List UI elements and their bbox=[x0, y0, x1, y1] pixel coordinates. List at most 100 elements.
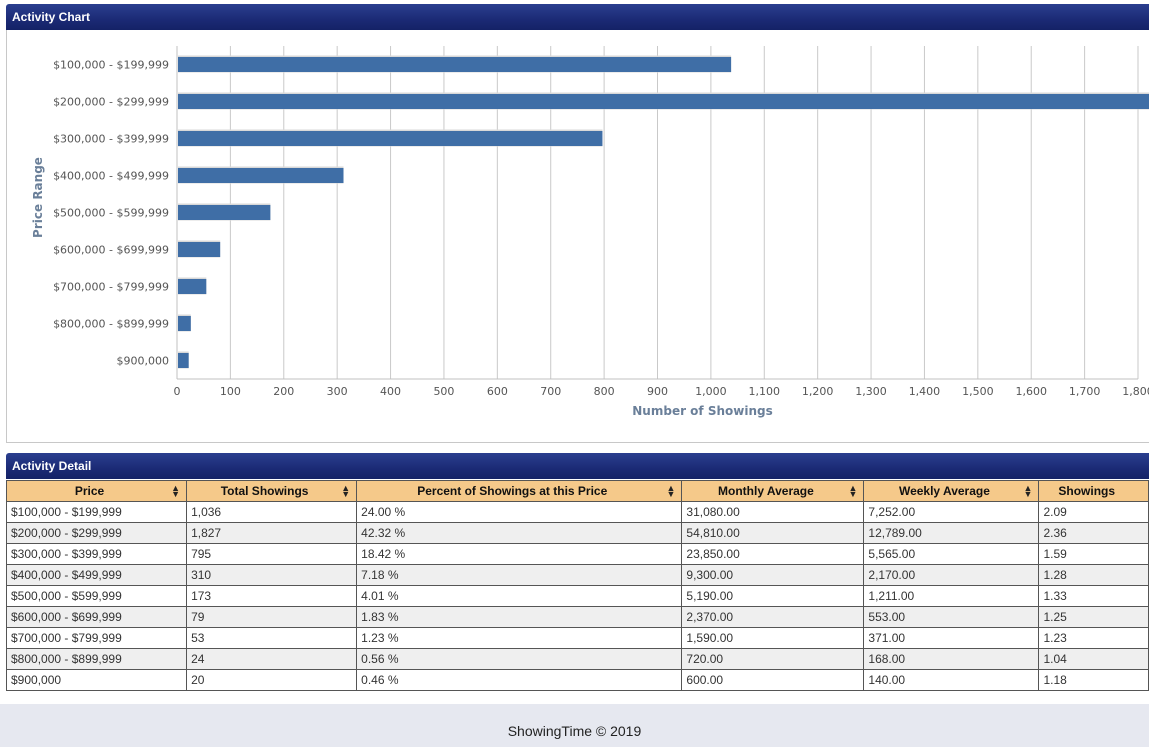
table-cell: 1.04 bbox=[1038, 648, 1149, 670]
table-cell: 31,080.00 bbox=[681, 501, 865, 523]
sort-icon: ▲ ▼ bbox=[171, 483, 181, 499]
table-row: $600,000 - $699,999 79 1.83 % 2,370.00 553.0… bbox=[5, 606, 1149, 628]
activity-detail-title: Activity Detail bbox=[12, 459, 92, 473]
x-tick-label: 200 bbox=[273, 385, 294, 398]
y-axis-title: Price Range bbox=[31, 157, 45, 238]
table-cell: $500,000 - $599,999 bbox=[5, 585, 188, 607]
table-cell: 1,590.00 bbox=[681, 627, 865, 649]
table-cell: 720.00 bbox=[681, 648, 865, 670]
x-tick-label: 1,500 bbox=[962, 385, 994, 398]
table-cell: 1,036 bbox=[186, 501, 358, 523]
table-cell: 7.18 % bbox=[356, 564, 683, 586]
table-cell: 1,211.00 bbox=[863, 585, 1040, 607]
x-tick-label: 800 bbox=[594, 385, 615, 398]
table-cell: 1.83 % bbox=[356, 606, 683, 628]
bar bbox=[178, 279, 207, 294]
footer: ShowingTime © 2019 bbox=[0, 704, 1149, 747]
column-header-weekly-average[interactable]: Weekly Average ▲ ▼ bbox=[863, 480, 1040, 502]
table-cell: 9,300.00 bbox=[681, 564, 865, 586]
table-cell: 2.36 bbox=[1038, 522, 1149, 544]
activity-chart-title: Activity Chart bbox=[12, 10, 91, 24]
table-row: $400,000 - $499,999 310 7.18 % 9,300.00 2,17… bbox=[5, 564, 1149, 586]
table-cell: $100,000 - $199,999 bbox=[5, 501, 188, 523]
column-header-price[interactable]: Price ▲ ▼ bbox=[5, 480, 188, 502]
table-cell: 553.00 bbox=[863, 606, 1040, 628]
column-header-label: Price bbox=[74, 484, 105, 498]
column-header-showings[interactable]: Showings bbox=[1038, 480, 1149, 502]
table-cell: 12,789.00 bbox=[863, 522, 1040, 544]
x-axis-title: Number of Showings bbox=[632, 404, 772, 418]
x-tick-label: 1,800 bbox=[1122, 385, 1149, 398]
column-header-total-showings[interactable]: Total Showings ▲ ▼ bbox=[186, 480, 358, 502]
table-cell: 2.09 bbox=[1038, 501, 1149, 523]
category-label: $100,000 - $199,999 bbox=[53, 59, 169, 72]
table-body: $100,000 - $199,999 1,036 24.00 % 31,080.00… bbox=[5, 501, 1149, 691]
activity-chart-panel: $100,000 - $199,999 $200,000 - $299,999 $3… bbox=[6, 30, 1149, 443]
sort-icon: ▲ ▼ bbox=[848, 483, 858, 499]
bar bbox=[178, 242, 221, 257]
table-cell: 1.23 % bbox=[356, 627, 683, 649]
table-cell: 24.00 % bbox=[356, 501, 683, 523]
x-tick-label: 100 bbox=[220, 385, 241, 398]
table-cell: 371.00 bbox=[863, 627, 1040, 649]
bar bbox=[178, 316, 191, 331]
table-cell: 310 bbox=[186, 564, 358, 586]
activity-chart: $100,000 - $199,999 $200,000 - $299,999 $3… bbox=[31, 46, 1149, 418]
table-row: $800,000 - $899,999 24 0.56 % 720.00 168.00 1… bbox=[5, 648, 1149, 670]
category-label: $400,000 - $499,999 bbox=[53, 170, 169, 183]
category-label: $200,000 - $299,999 bbox=[53, 96, 169, 109]
column-header-monthly-average[interactable]: Monthly Average ▲ ▼ bbox=[681, 480, 865, 502]
table-cell: $200,000 - $299,999 bbox=[5, 522, 188, 544]
table-row: $100,000 - $199,999 1,036 24.00 % 31,080.00… bbox=[5, 501, 1149, 523]
table-cell: 1.23 bbox=[1038, 627, 1149, 649]
table-cell: $800,000 - $899,999 bbox=[5, 648, 188, 670]
table-cell: 0.56 % bbox=[356, 648, 683, 670]
bar bbox=[178, 57, 732, 72]
x-tick-label: 1,400 bbox=[909, 385, 941, 398]
bar bbox=[178, 168, 344, 183]
table-cell: 1.59 bbox=[1038, 543, 1149, 565]
x-tick-label: 300 bbox=[327, 385, 348, 398]
sort-icon: ▲ ▼ bbox=[341, 483, 351, 499]
sort-icon: ▲ ▼ bbox=[1023, 483, 1033, 499]
table-row: $200,000 - $299,999 1,827 42.32 % 54,810.00… bbox=[5, 522, 1149, 544]
table-cell: $400,000 - $499,999 bbox=[5, 564, 188, 586]
table-cell: $600,000 - $699,999 bbox=[5, 606, 188, 628]
table-cell: 1.33 bbox=[1038, 585, 1149, 607]
table-cell: 795 bbox=[186, 543, 358, 565]
table-cell: 1.18 bbox=[1038, 669, 1149, 691]
table-cell: 53 bbox=[186, 627, 358, 649]
x-tick-label: 600 bbox=[487, 385, 508, 398]
x-tick-label: 900 bbox=[647, 385, 668, 398]
x-tick-label: 400 bbox=[380, 385, 401, 398]
column-header-percent-of-showings-at-this-price[interactable]: Percent of Showings at this Price ▲ ▼ bbox=[356, 480, 683, 502]
table-cell: 5,190.00 bbox=[681, 585, 865, 607]
bar bbox=[178, 94, 1149, 109]
table-cell: 7,252.00 bbox=[863, 501, 1040, 523]
table-cell: 24 bbox=[186, 648, 358, 670]
category-label: $600,000 - $699,999 bbox=[53, 244, 169, 257]
table-cell: 5,565.00 bbox=[863, 543, 1040, 565]
activity-detail-table: Price ▲ ▼ Total Showings ▲ ▼ Percent of Showin… bbox=[5, 480, 1149, 691]
table-cell: 1.25 bbox=[1038, 606, 1149, 628]
table-cell: 140.00 bbox=[863, 669, 1040, 691]
table-cell: 2,370.00 bbox=[681, 606, 865, 628]
table-cell: 18.42 % bbox=[356, 543, 683, 565]
category-label: $800,000 - $899,999 bbox=[53, 318, 169, 331]
column-header-label: Monthly Average bbox=[718, 484, 814, 498]
footer-copyright: ShowingTime © 2019 bbox=[507, 723, 642, 739]
x-tick-label: 1,700 bbox=[1069, 385, 1101, 398]
table-cell: $700,000 - $799,999 bbox=[5, 627, 188, 649]
x-tick-label: 700 bbox=[540, 385, 561, 398]
table-cell: 600.00 bbox=[681, 669, 865, 691]
table-cell: 54,810.00 bbox=[681, 522, 865, 544]
bar bbox=[178, 205, 271, 220]
table-row: $900,000 20 0.46 % 600.00 140.00 1.18 bbox=[5, 669, 1149, 691]
table-cell: 2,170.00 bbox=[863, 564, 1040, 586]
x-tick-label: 1,100 bbox=[749, 385, 781, 398]
table-row: $700,000 - $799,999 53 1.23 % 1,590.00 371.0… bbox=[5, 627, 1149, 649]
activity-chart-header: Activity Chart bbox=[6, 4, 1149, 30]
table-header-row: Price ▲ ▼ Total Showings ▲ ▼ Percent of Showin… bbox=[5, 480, 1149, 502]
table-cell: 4.01 % bbox=[356, 585, 683, 607]
table-row: $300,000 - $399,999 795 18.42 % 23,850.00 5,… bbox=[5, 543, 1149, 565]
